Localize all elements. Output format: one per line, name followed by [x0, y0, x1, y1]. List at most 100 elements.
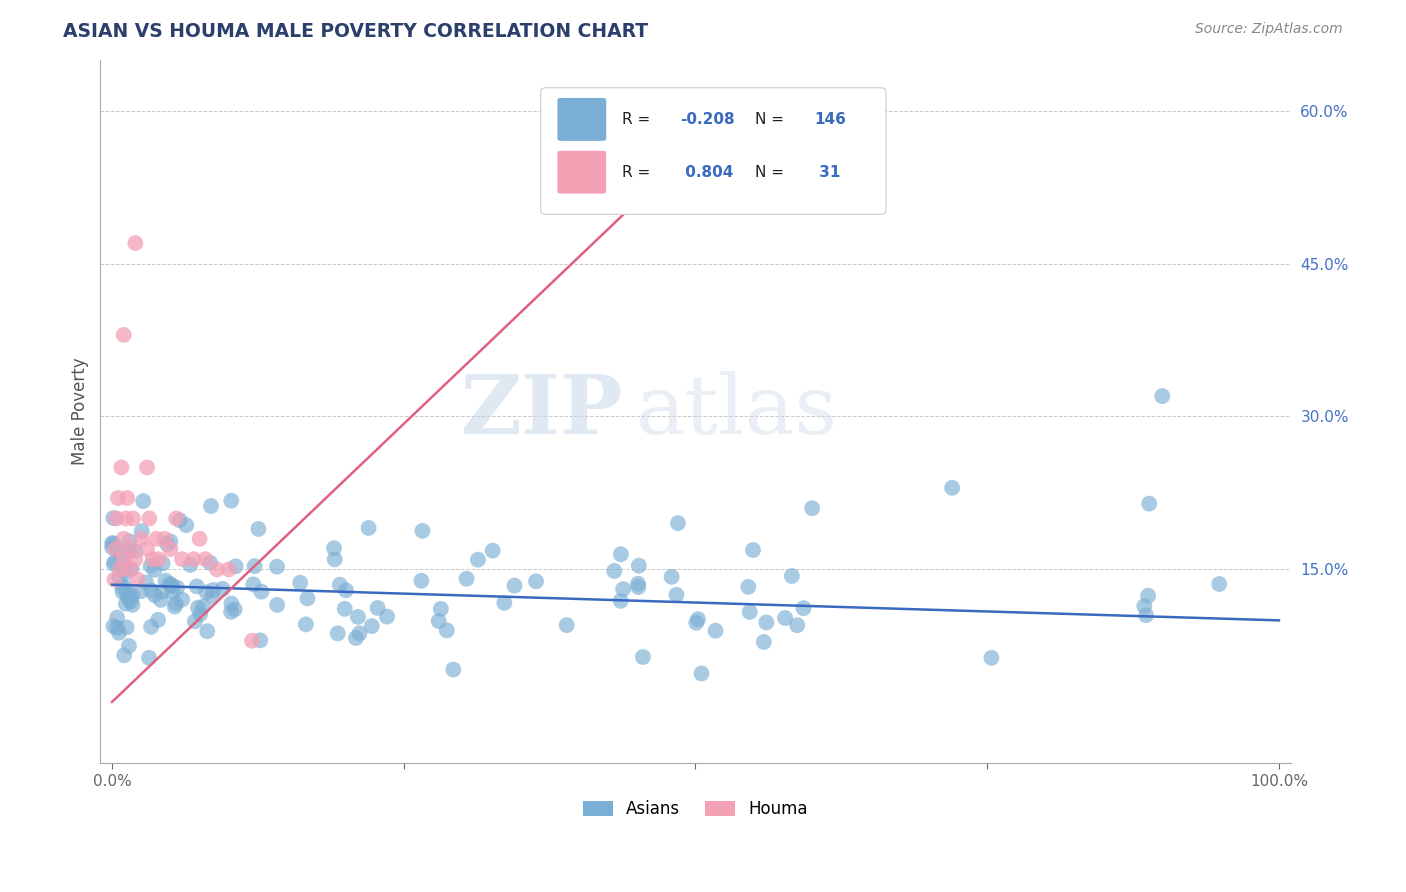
- Point: [801, 501, 824, 516]
- Point: [742, 543, 765, 558]
- Text: 0.804: 0.804: [681, 165, 734, 179]
- Point: [146, 613, 169, 627]
- Text: -0.208: -0.208: [681, 112, 734, 127]
- Point: [288, 575, 311, 590]
- Point: [115, 620, 138, 634]
- Point: [202, 582, 225, 597]
- Point: [266, 598, 288, 612]
- Point: [103, 511, 125, 525]
- Point: [124, 544, 146, 558]
- Point: [163, 599, 186, 614]
- Point: [195, 624, 218, 639]
- Point: [115, 491, 138, 505]
- Point: [326, 626, 349, 640]
- Point: [456, 572, 478, 586]
- Point: [115, 597, 138, 611]
- Point: [357, 521, 380, 535]
- Point: [441, 663, 464, 677]
- Point: [665, 588, 688, 602]
- Point: [104, 555, 127, 569]
- Y-axis label: Male Poverty: Male Poverty: [72, 358, 89, 465]
- Point: [1208, 577, 1230, 591]
- Point: [115, 587, 138, 601]
- Text: ASIAN VS HOUMA MALE POVERTY CORRELATION CHART: ASIAN VS HOUMA MALE POVERTY CORRELATION …: [63, 22, 648, 41]
- Point: [118, 534, 141, 549]
- Point: [666, 516, 689, 531]
- Point: [221, 597, 243, 611]
- Point: [179, 558, 201, 572]
- Point: [631, 650, 654, 665]
- Point: [297, 591, 319, 606]
- Point: [360, 619, 382, 633]
- Point: [612, 582, 634, 596]
- Point: [335, 583, 357, 598]
- Point: [115, 511, 138, 525]
- Point: [159, 534, 181, 549]
- Point: [1152, 389, 1174, 403]
- FancyBboxPatch shape: [557, 151, 606, 194]
- Point: [139, 558, 162, 573]
- Point: [110, 460, 132, 475]
- Point: [101, 536, 124, 550]
- Point: [103, 536, 125, 550]
- Point: [141, 583, 163, 598]
- Point: [333, 602, 356, 616]
- Point: [165, 596, 187, 610]
- Point: [149, 593, 172, 607]
- Point: [111, 580, 134, 594]
- Point: [219, 605, 242, 619]
- Point: [112, 552, 135, 566]
- Text: 146: 146: [814, 112, 846, 127]
- Point: [122, 511, 145, 525]
- Point: [105, 610, 128, 624]
- Point: [104, 541, 127, 556]
- Point: [247, 522, 270, 536]
- Point: [481, 543, 503, 558]
- Point: [609, 594, 631, 608]
- Point: [661, 570, 683, 584]
- Point: [1137, 589, 1160, 603]
- Point: [120, 594, 142, 608]
- Point: [170, 552, 193, 566]
- Point: [131, 524, 153, 539]
- Point: [323, 552, 346, 566]
- Point: [503, 579, 526, 593]
- Point: [160, 578, 183, 592]
- Text: Source: ZipAtlas.com: Source: ZipAtlas.com: [1195, 22, 1343, 37]
- Point: [430, 602, 453, 616]
- Point: [184, 614, 207, 628]
- Point: [110, 549, 132, 563]
- Point: [108, 570, 131, 584]
- Point: [603, 564, 626, 578]
- Point: [129, 584, 152, 599]
- Point: [118, 562, 141, 576]
- Text: R =: R =: [621, 112, 655, 127]
- Point: [375, 609, 398, 624]
- Point: [494, 596, 516, 610]
- Point: [243, 559, 266, 574]
- Point: [114, 566, 136, 580]
- Point: [218, 562, 240, 576]
- Point: [129, 532, 152, 546]
- Point: [323, 541, 346, 556]
- Point: [120, 541, 142, 556]
- Point: [124, 236, 146, 251]
- Point: [411, 574, 433, 588]
- Point: [195, 585, 218, 599]
- Point: [118, 639, 141, 653]
- Point: [105, 621, 128, 635]
- Point: [792, 601, 814, 615]
- Point: [121, 598, 143, 612]
- Point: [172, 592, 194, 607]
- Point: [191, 599, 214, 614]
- Point: [153, 532, 176, 546]
- Point: [169, 513, 191, 527]
- Point: [349, 626, 371, 640]
- Point: [201, 590, 224, 604]
- Point: [117, 544, 139, 558]
- Point: [166, 581, 188, 595]
- Point: [467, 552, 489, 566]
- Point: [145, 532, 167, 546]
- Point: [121, 588, 143, 602]
- Point: [685, 615, 707, 630]
